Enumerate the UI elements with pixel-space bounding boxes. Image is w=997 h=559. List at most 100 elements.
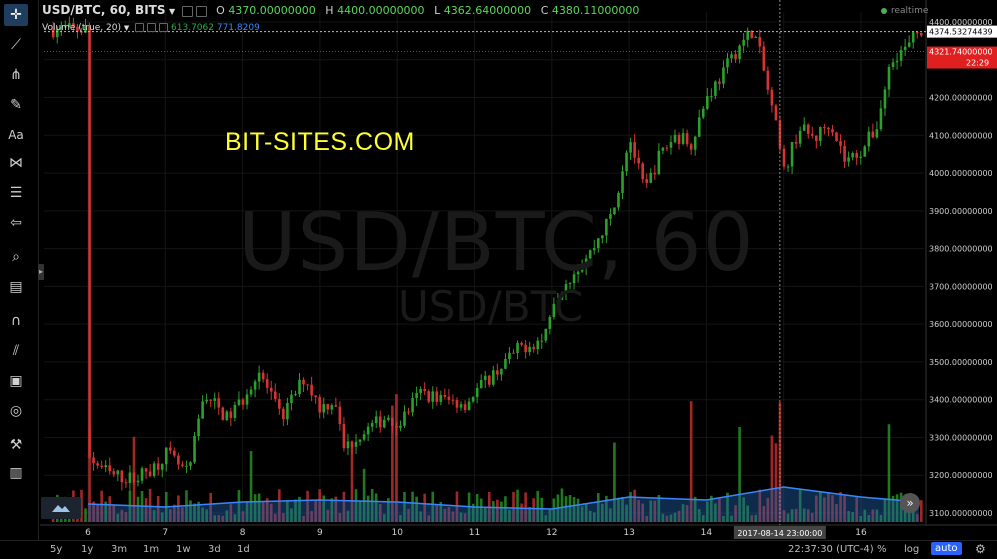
lock-icon[interactable]: ▣	[9, 373, 23, 389]
volume-bar	[879, 514, 883, 522]
volume-bar	[794, 508, 798, 522]
price-chart[interactable]: 3100.00000000 3200.00000000 3300.00000000 3…	[40, 0, 997, 540]
volume-bar	[552, 498, 556, 522]
text-icon[interactable]: Aa	[8, 128, 24, 142]
range-1y[interactable]: 1y	[81, 544, 94, 555]
candle-body	[689, 144, 693, 150]
gear-icon[interactable]: ⚙	[975, 542, 986, 556]
volume-bar	[802, 508, 806, 522]
candle-body	[810, 133, 814, 136]
volume-bar	[181, 507, 184, 522]
candle-body	[500, 368, 503, 375]
volume-bar	[265, 498, 269, 522]
y-tick-label: 4400.00000000	[929, 18, 993, 27]
candle-body	[92, 457, 95, 464]
crosshair-icon[interactable]: ✛	[4, 4, 28, 26]
volume-bar	[237, 490, 241, 522]
clock-timezone[interactable]: 22:37:30 (UTC-4)	[788, 544, 874, 555]
cloud-icon[interactable]	[41, 497, 81, 519]
volume-bar	[435, 505, 439, 522]
range-1m[interactable]: 1m	[143, 544, 160, 555]
volume-bar	[504, 496, 507, 522]
pattern-icon[interactable]: ⋈	[9, 155, 23, 171]
range-1w[interactable]: 1w	[176, 544, 191, 555]
candle-body	[290, 394, 293, 404]
volume-bar	[718, 498, 721, 522]
candle-body	[112, 471, 116, 475]
measure-icon[interactable]: ☰	[9, 185, 23, 201]
candle-body	[778, 120, 782, 149]
chart-area[interactable]: 3100.00000000 3200.00000000 3300.00000000 3…	[40, 0, 997, 540]
volume-bar	[257, 493, 261, 522]
remove-drawings-icon[interactable]: ⚒	[9, 437, 23, 453]
volume-bar	[310, 511, 313, 522]
trend-line-icon[interactable]: ⟋	[11, 37, 21, 53]
volume-bar	[641, 503, 645, 522]
brush-icon[interactable]: ✎	[10, 97, 22, 113]
candle-body	[326, 404, 330, 410]
hide-icon[interactable]	[147, 23, 157, 32]
range-5y[interactable]: 5y	[50, 544, 63, 555]
candle-body	[564, 284, 568, 294]
close-label: C	[540, 4, 549, 17]
candle-body	[144, 468, 148, 472]
candle-body	[68, 23, 71, 27]
x-tick-label: 14	[701, 528, 713, 538]
range-1d[interactable]: 1d	[237, 544, 250, 555]
volume-bar	[762, 505, 766, 522]
symbol-title[interactable]: USD/BTC, 60, BITS	[42, 3, 166, 17]
volume-bar	[528, 507, 531, 522]
volume-bar	[403, 491, 406, 522]
volume-bar	[443, 508, 447, 522]
trash-icon[interactable]: ▥	[9, 465, 23, 481]
candle-body	[601, 235, 604, 239]
volume-bar	[891, 495, 895, 522]
volume-bar	[294, 499, 297, 522]
percent-toggle[interactable]: %	[877, 544, 887, 555]
status-dot-icon	[881, 7, 887, 14]
candle-body	[241, 399, 245, 405]
candle-body	[475, 387, 479, 398]
volume-bar	[895, 494, 899, 522]
candle-body	[588, 250, 592, 259]
ruler-icon[interactable]: ▤	[9, 279, 23, 295]
volume-bar	[193, 503, 196, 522]
candle-body	[362, 434, 366, 440]
candle-body	[572, 274, 576, 284]
chevron-down-icon[interactable]: ▼	[123, 24, 130, 32]
y-tick-label: 3100.00000000	[929, 509, 993, 518]
toolbar-collapse-handle[interactable]: ▸	[38, 264, 44, 280]
candle-body	[209, 399, 212, 401]
volume-bar	[851, 512, 854, 522]
candle-body	[742, 39, 745, 46]
pitchfork-icon[interactable]: ⋔	[10, 67, 22, 83]
volume-bar	[815, 495, 818, 522]
eye-icon[interactable]: ◎	[9, 403, 23, 419]
auto-scale-toggle[interactable]: auto	[931, 542, 962, 555]
settings-icon[interactable]	[181, 5, 193, 17]
volume-bar	[653, 500, 657, 522]
range-3m[interactable]: 3m	[111, 544, 128, 555]
volume-label[interactable]: Volume (true, 20)	[42, 23, 122, 33]
arrow-left-icon[interactable]: ⇦	[10, 215, 22, 231]
candle-body	[592, 248, 596, 251]
volume-bar	[649, 500, 653, 522]
close-icon[interactable]	[159, 23, 169, 32]
magnet-icon[interactable]: ∩	[10, 313, 22, 329]
pencil-icon[interactable]: ⫽	[12, 343, 20, 359]
range-3d[interactable]: 3d	[208, 544, 221, 555]
hide-icon[interactable]	[195, 5, 207, 17]
volume-bar	[508, 509, 511, 522]
candle-body	[189, 462, 192, 466]
log-toggle[interactable]: log	[904, 544, 920, 555]
scroll-to-realtime-button[interactable]: »	[900, 493, 920, 513]
volume-bar	[80, 489, 83, 522]
x-tick-label: 12	[546, 528, 557, 538]
zoom-icon[interactable]: ⌕	[12, 249, 20, 265]
candle-body	[265, 379, 269, 388]
candle-body	[673, 134, 677, 143]
settings-icon[interactable]	[135, 23, 145, 32]
candle-body	[883, 89, 887, 109]
candle-body	[496, 370, 499, 375]
chevron-down-icon[interactable]: ▼	[168, 7, 176, 16]
